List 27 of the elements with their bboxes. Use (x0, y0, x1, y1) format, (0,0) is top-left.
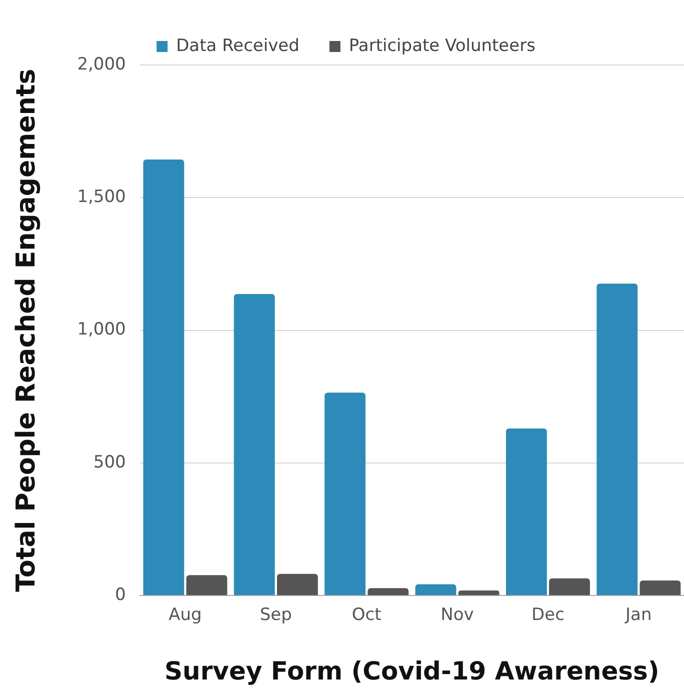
bar (324, 392, 366, 596)
bar (234, 294, 275, 596)
x-axis-title: Survey Form (Covid-19 Awareness) (164, 656, 660, 686)
bar (506, 428, 547, 596)
x-tick-label: Aug (168, 605, 202, 626)
legend-label: Data Received (176, 36, 300, 56)
bar (368, 588, 409, 596)
y-tick-label: 0 (115, 585, 126, 606)
bar (276, 574, 318, 596)
bar (549, 578, 590, 596)
legend-label: Participate Volunteers (348, 36, 536, 56)
x-tick-label: Jan (624, 605, 652, 626)
y-tick-label: 500 (93, 452, 126, 472)
y-tick-label: 2,000 (77, 54, 126, 74)
x-tick-label: Sep (260, 605, 292, 626)
bar (596, 284, 638, 596)
x-tick-label: Oct (352, 605, 382, 626)
y-tick-label: 1,500 (77, 187, 126, 208)
bar (458, 590, 500, 596)
x-tick-label: Nov (440, 605, 474, 626)
bar (640, 580, 681, 596)
bar (415, 584, 456, 596)
y-axis-title: Total People Reached Engagements (11, 68, 42, 592)
y-tick-label: 1,000 (77, 320, 126, 340)
bar (143, 159, 184, 596)
x-tick-label: Dec (532, 605, 564, 626)
bar (186, 575, 228, 596)
